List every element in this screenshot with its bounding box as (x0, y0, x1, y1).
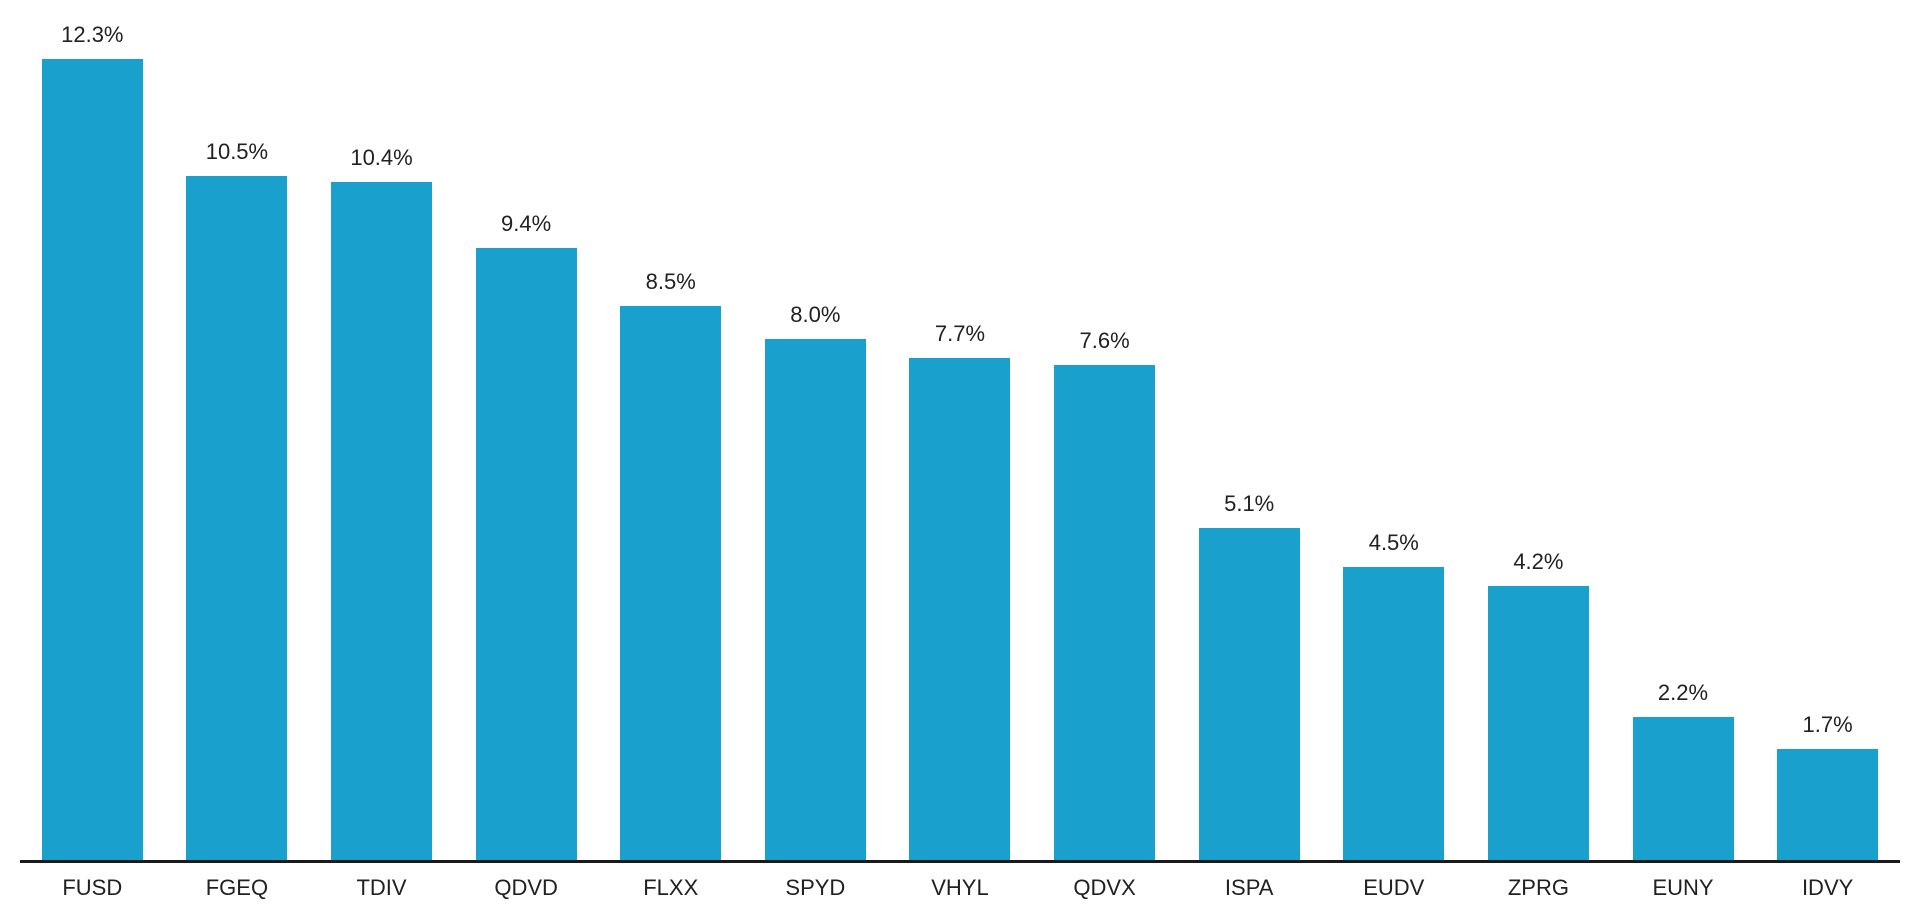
bar-column: 7.7% VHYL (887, 0, 1033, 919)
x-tick-label: EUNY (1652, 875, 1714, 900)
bar (475, 247, 577, 860)
bar (764, 338, 866, 860)
bar-plot-cell: 10.4% (309, 0, 454, 863)
bar-value-label: 4.2% (1513, 549, 1564, 575)
x-tick-cell: TDIV (309, 863, 454, 919)
bar-column: 4.2% ZPRG (1466, 0, 1611, 919)
bar (1777, 749, 1879, 860)
x-tick-label: VHYL (931, 875, 989, 900)
bar (620, 306, 722, 860)
bar (1198, 527, 1300, 860)
bar-value-label: 10.4% (350, 145, 413, 171)
bar-value-label: 10.5% (205, 138, 269, 164)
bar-column: 5.1% ISPA (1176, 0, 1322, 919)
x-tick-label: QDVX (1073, 875, 1136, 900)
x-tick-label: ZPRG (1507, 875, 1569, 900)
bar-value-label: 12.3% (61, 21, 124, 47)
x-tick-cell: QDVX (1032, 863, 1177, 919)
x-tick-label: SPYD (785, 875, 846, 900)
bar (41, 58, 143, 860)
x-tick-label: ISPA (1224, 875, 1274, 900)
bar (186, 175, 288, 860)
bar-column: 2.2% EUNY (1610, 0, 1756, 919)
x-tick-label: TDIV (356, 875, 407, 900)
bar-plot-cell: 12.3% (20, 0, 165, 863)
bar (331, 182, 433, 860)
bar-plot-cell: 10.5% (164, 0, 310, 863)
bar-value-label: 2.2% (1657, 679, 1709, 705)
bar-column: 12.3% FUSD (20, 0, 165, 919)
x-tick-label: FLXX (643, 875, 699, 900)
x-tick-cell: FLXX (598, 863, 743, 919)
bar-value-label: 4.5% (1368, 529, 1419, 555)
bar (1487, 586, 1589, 860)
x-tick-cell: IDVY (1755, 863, 1900, 919)
x-tick-cell: FUSD (20, 863, 165, 919)
chart-plot-area: 12.3% FUSD 10.5% FGEQ 10.4% TDIV 9.4% QDVD 8.5% F… (20, 0, 1900, 919)
x-tick-label: FUSD (62, 875, 123, 900)
x-tick-cell: FGEQ (165, 863, 310, 919)
x-tick-cell: EUDV (1321, 863, 1466, 919)
bar-column: 10.4% TDIV (309, 0, 454, 919)
x-tick-cell: ZPRG (1466, 863, 1611, 919)
bar-value-label: 7.6% (1079, 327, 1130, 353)
x-tick-cell: VHYL (888, 863, 1033, 919)
bar-plot-cell: 7.7% (887, 0, 1033, 863)
x-tick-label: QDVD (494, 875, 558, 900)
bar-column: 10.5% FGEQ (164, 0, 310, 919)
bar-column: 9.4% QDVD (453, 0, 599, 919)
bar-plot-cell: 4.5% (1321, 0, 1467, 863)
x-tick-cell: SPYD (743, 863, 888, 919)
bar-value-label: 1.7% (1802, 712, 1853, 738)
x-tick-cell: EUNY (1611, 863, 1756, 919)
x-tick-label: FGEQ (205, 875, 269, 900)
bar-plot-cell: 8.5% (598, 0, 744, 863)
bar-plot-cell: 2.2% (1610, 0, 1756, 863)
bar-plot-cell: 9.4% (453, 0, 599, 863)
x-tick-cell: QDVD (454, 863, 599, 919)
bar (909, 358, 1011, 860)
bar-column: 8.0% SPYD (743, 0, 888, 919)
x-tick-cell: ISPA (1177, 863, 1322, 919)
bar-column: 8.5% FLXX (598, 0, 744, 919)
bar-plot-cell: 5.1% (1176, 0, 1322, 863)
bar-plot-cell: 7.6% (1032, 0, 1177, 863)
bar-plot-cell: 1.7% (1755, 0, 1900, 863)
bar-plot-cell: 8.0% (743, 0, 888, 863)
bar-value-label: 8.5% (645, 269, 696, 295)
bar (1632, 716, 1734, 860)
bar-column: 7.6% QDVX (1032, 0, 1177, 919)
x-tick-label: EUDV (1363, 875, 1425, 900)
bar-value-label: 9.4% (501, 210, 552, 236)
x-tick-label: IDVY (1801, 875, 1854, 900)
bar-plot-cell: 4.2% (1466, 0, 1611, 863)
bar-value-label: 5.1% (1224, 490, 1275, 516)
bar-column: 1.7% IDVY (1755, 0, 1900, 919)
bar (1054, 364, 1156, 860)
bar-value-label: 7.7% (934, 321, 986, 347)
bar-column: 4.5% EUDV (1321, 0, 1467, 919)
bar-value-label: 8.0% (790, 301, 841, 327)
bar (1343, 566, 1445, 860)
